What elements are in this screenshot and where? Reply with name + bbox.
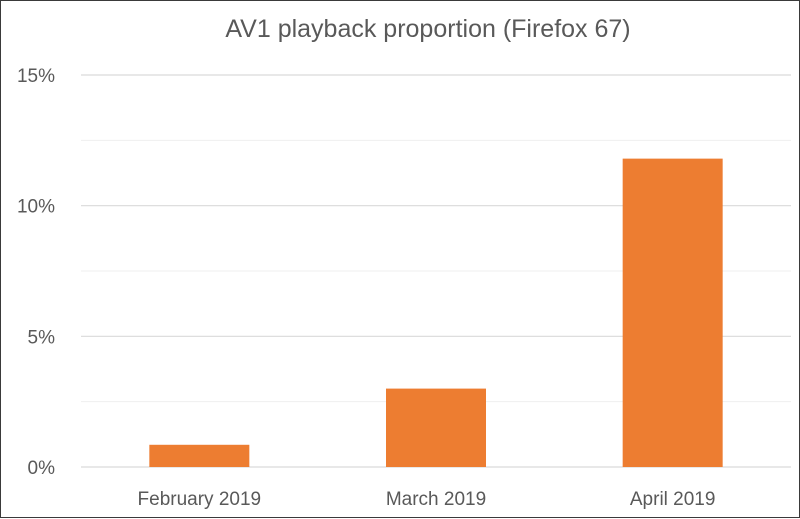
- bar: [386, 388, 486, 467]
- x-axis-tick-labels: February 2019 March 2019 April 2019: [138, 489, 716, 510]
- y-tick-label: 10%: [17, 197, 55, 218]
- y-tick-label: 0%: [28, 458, 56, 479]
- x-tick-label: February 2019: [138, 489, 262, 510]
- bar: [622, 158, 723, 468]
- y-tick-label: 15%: [17, 66, 55, 87]
- bar: [149, 444, 250, 467]
- x-tick-label: April 2019: [630, 489, 716, 510]
- bars: [149, 158, 723, 468]
- y-tick-label: 5%: [28, 327, 56, 348]
- y-axis-tick-labels: 0% 5% 10% 15%: [17, 66, 55, 479]
- x-tick-label: March 2019: [386, 489, 486, 510]
- chart-title: AV1 playback proportion (Firefox 67): [225, 15, 630, 43]
